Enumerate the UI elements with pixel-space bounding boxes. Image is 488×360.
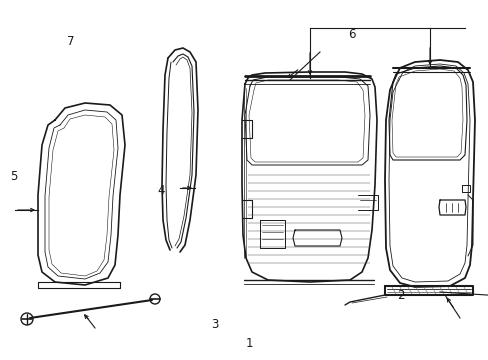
Text: 5: 5: [10, 170, 18, 183]
Text: 7: 7: [67, 35, 75, 48]
Text: 2: 2: [396, 289, 404, 302]
Text: 4: 4: [157, 184, 165, 197]
Text: 3: 3: [211, 318, 219, 330]
Text: 6: 6: [347, 28, 355, 41]
Text: 1: 1: [245, 337, 253, 350]
